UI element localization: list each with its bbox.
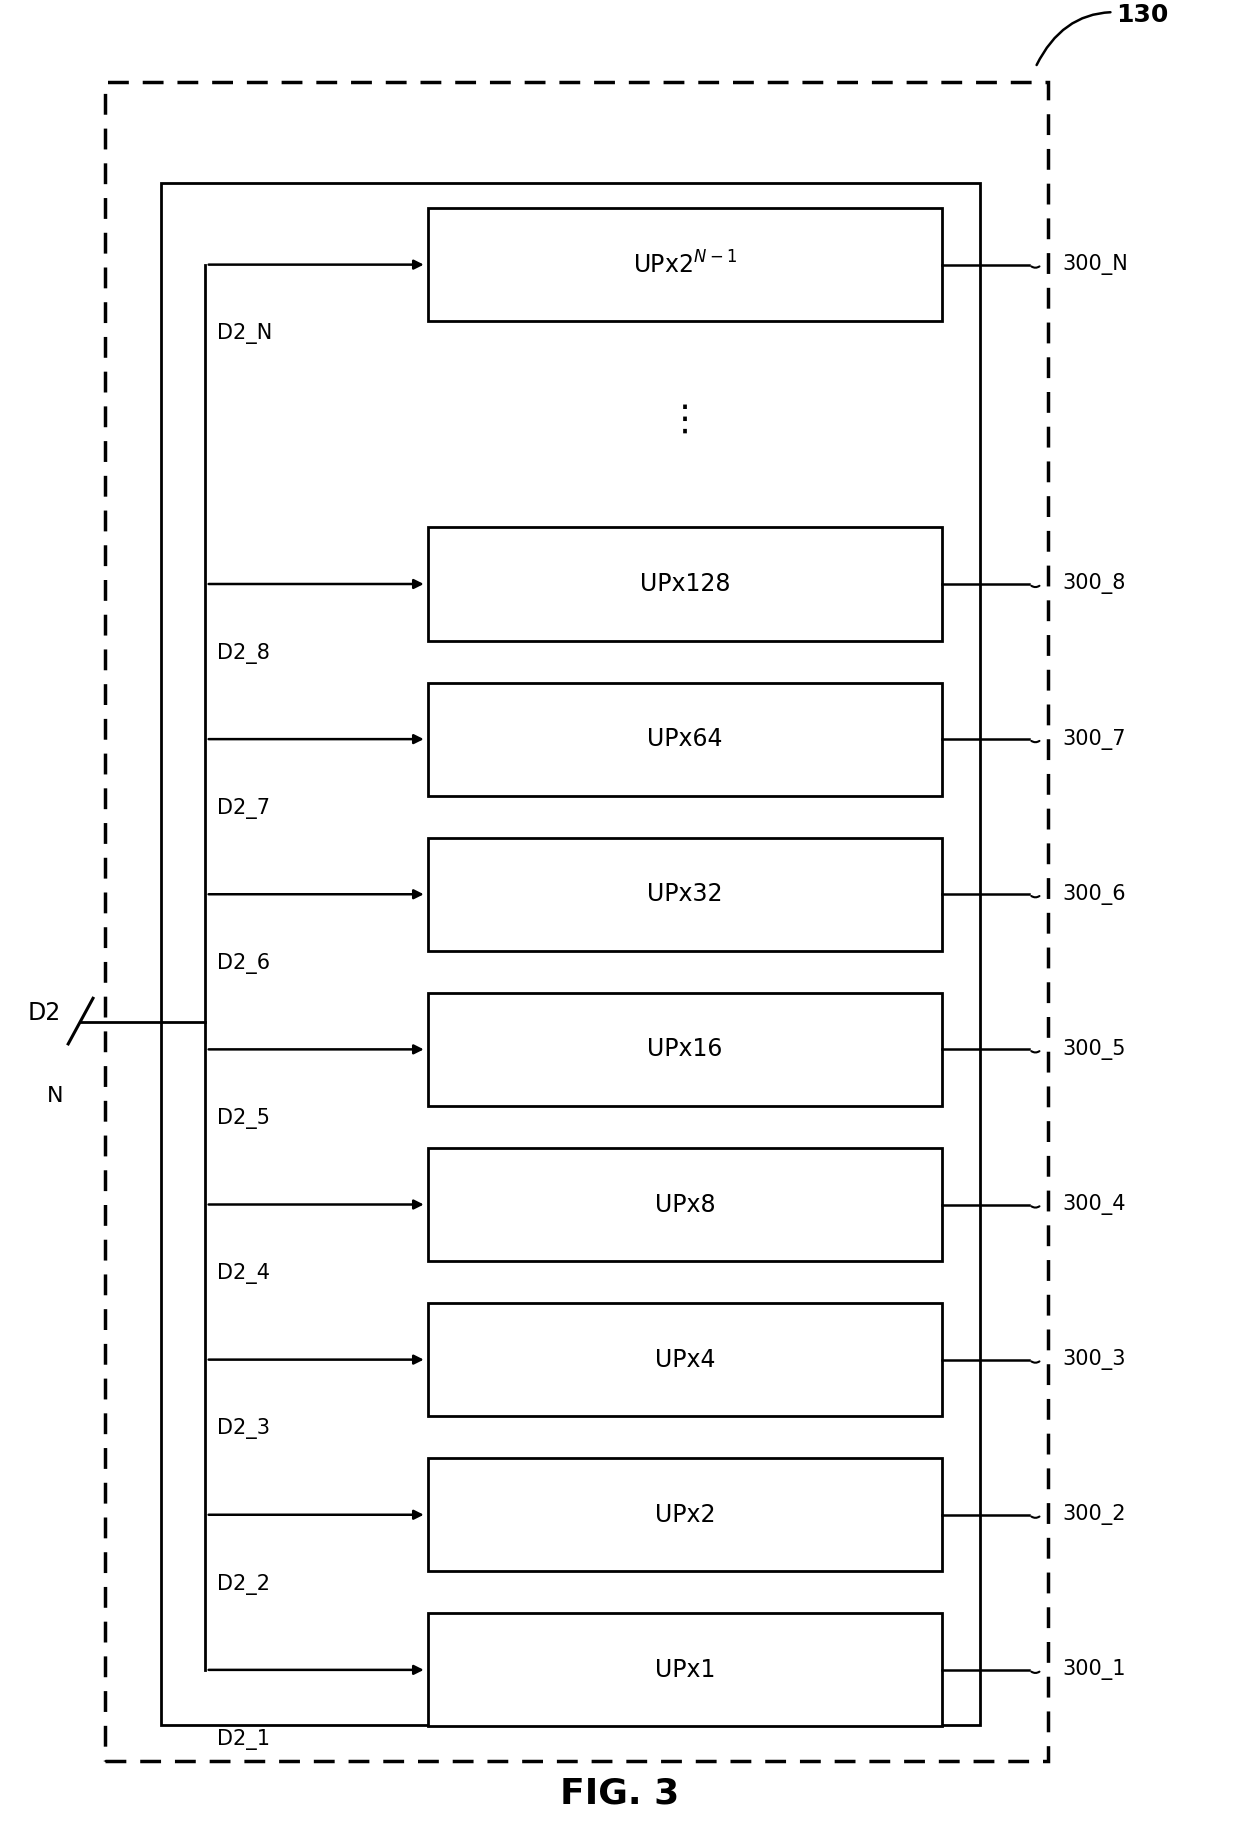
FancyBboxPatch shape: [428, 1613, 942, 1726]
Text: 300_5: 300_5: [1063, 1038, 1126, 1060]
Text: FIG. 3: FIG. 3: [560, 1776, 680, 1810]
FancyBboxPatch shape: [428, 527, 942, 641]
FancyBboxPatch shape: [428, 993, 942, 1106]
Text: UPx16: UPx16: [647, 1037, 723, 1062]
Text: UPx4: UPx4: [655, 1347, 715, 1372]
Text: 130: 130: [1037, 4, 1168, 66]
Text: 300_4: 300_4: [1063, 1194, 1126, 1215]
Text: 300_8: 300_8: [1063, 573, 1126, 595]
Text: 300_7: 300_7: [1063, 728, 1126, 750]
Text: UPx2: UPx2: [655, 1502, 715, 1528]
Text: D2_8: D2_8: [217, 642, 270, 664]
FancyBboxPatch shape: [428, 1148, 942, 1261]
Text: 300_3: 300_3: [1063, 1349, 1126, 1371]
Text: D2: D2: [27, 1000, 61, 1026]
Text: D2_N: D2_N: [217, 323, 273, 345]
FancyBboxPatch shape: [428, 208, 942, 321]
Text: ⋮: ⋮: [667, 403, 703, 436]
Text: UPx2$^{N-1}$: UPx2$^{N-1}$: [634, 252, 737, 277]
Text: UPx64: UPx64: [647, 726, 723, 752]
Text: D2_4: D2_4: [217, 1263, 270, 1285]
FancyBboxPatch shape: [428, 1303, 942, 1416]
FancyBboxPatch shape: [428, 683, 942, 796]
Text: D2_5: D2_5: [217, 1108, 270, 1130]
Text: N: N: [47, 1086, 63, 1106]
Text: 300_1: 300_1: [1063, 1659, 1126, 1681]
Text: D2_2: D2_2: [217, 1573, 270, 1595]
Text: UPx32: UPx32: [647, 881, 723, 907]
Text: 300_2: 300_2: [1063, 1504, 1126, 1526]
Text: UPx1: UPx1: [655, 1657, 715, 1683]
Text: 300_6: 300_6: [1063, 883, 1126, 905]
Text: D2_6: D2_6: [217, 953, 270, 975]
Text: UPx128: UPx128: [640, 571, 730, 597]
FancyBboxPatch shape: [428, 1458, 942, 1571]
Text: D2_1: D2_1: [217, 1728, 270, 1750]
Text: D2_7: D2_7: [217, 798, 270, 819]
Text: 300_N: 300_N: [1063, 254, 1128, 276]
Text: D2_3: D2_3: [217, 1418, 270, 1440]
Text: UPx8: UPx8: [655, 1192, 715, 1217]
FancyBboxPatch shape: [428, 838, 942, 951]
